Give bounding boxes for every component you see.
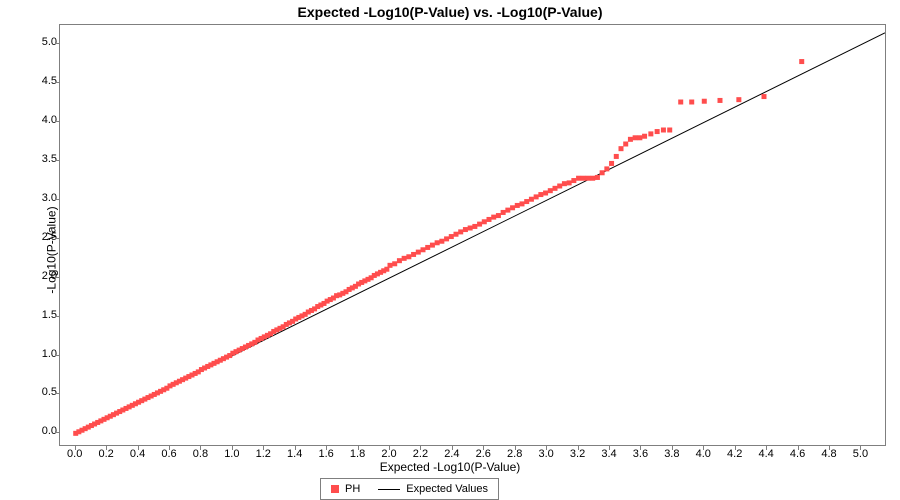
scatter-series-ph xyxy=(73,59,804,436)
y-tick-label: 1.0 xyxy=(25,348,57,360)
plot-area xyxy=(59,24,886,446)
y-tick-label: 2.0 xyxy=(25,270,57,282)
qq-plot-panel: Expected -Log10(P-Value) vs. -Log10(P-Va… xyxy=(0,0,900,500)
y-tick-label: 4.0 xyxy=(25,114,57,126)
y-tick-label: 5.0 xyxy=(25,36,57,48)
chart-title: Expected -Log10(P-Value) vs. -Log10(P-Va… xyxy=(0,4,900,20)
legend-label-expected: Expected Values xyxy=(406,483,488,495)
plot-svg xyxy=(60,25,885,445)
legend-label-ph: PH xyxy=(345,483,360,495)
legend-line-expected xyxy=(378,489,400,490)
x-axis-label: Expected -Log10(P-Value) xyxy=(0,460,900,474)
legend: PH Expected Values xyxy=(320,478,499,500)
y-tick-label: 0.5 xyxy=(25,386,57,398)
y-tick-label: 1.5 xyxy=(25,309,57,321)
y-tick-label: 3.0 xyxy=(25,192,57,204)
y-tick-label: 0.0 xyxy=(25,425,57,437)
y-tick-label: 4.5 xyxy=(25,75,57,87)
legend-marker-ph xyxy=(331,485,339,493)
y-tick-label: 2.5 xyxy=(25,231,57,243)
y-tick-label: 3.5 xyxy=(25,153,57,165)
